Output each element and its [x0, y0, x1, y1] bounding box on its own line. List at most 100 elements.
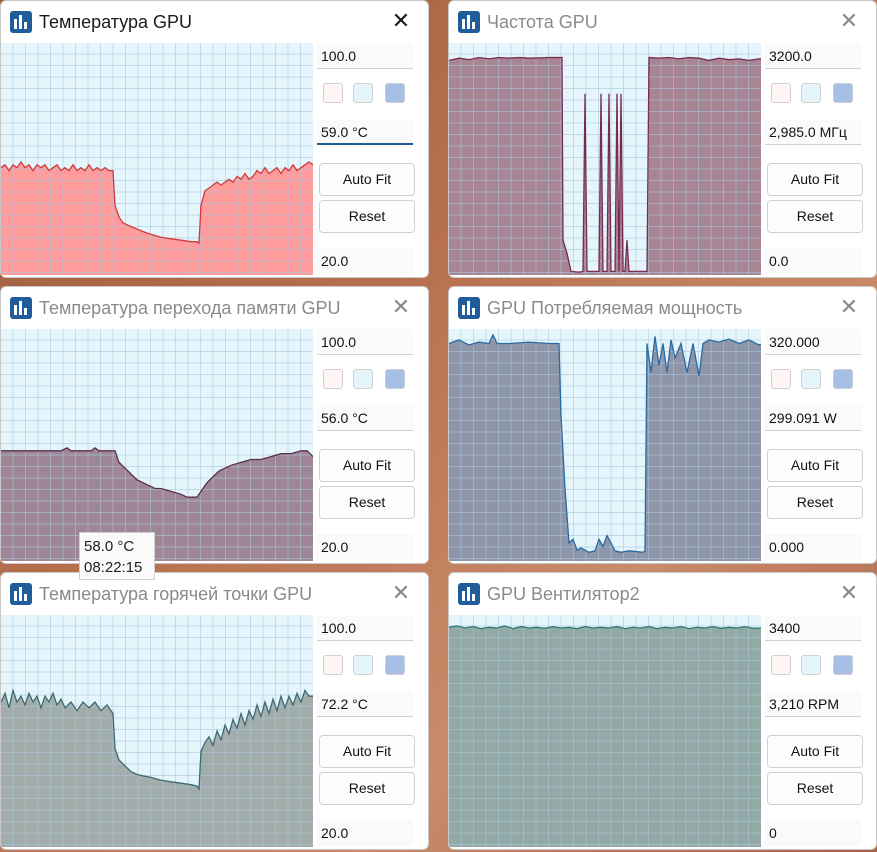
max-value-field[interactable]: 3200.0 — [765, 43, 861, 69]
series-area — [1, 161, 313, 275]
window-title: GPU Потребляемая мощность — [487, 298, 743, 318]
graph-plot[interactable] — [449, 615, 762, 847]
series-area — [449, 334, 761, 561]
title-bar[interactable]: GPU Потребляемая мощность ✕ — [449, 287, 876, 329]
series-line — [449, 333, 762, 553]
swatch-line-color[interactable] — [323, 655, 343, 675]
tooltip-value: 58.0 °C — [84, 538, 135, 555]
auto-fit-button[interactable]: Auto Fit — [767, 735, 863, 768]
series-area — [449, 625, 761, 847]
max-value-field[interactable]: 100.0 — [317, 43, 413, 69]
auto-fit-button[interactable]: Auto Fit — [319, 449, 415, 482]
close-icon[interactable]: ✕ — [391, 8, 411, 33]
close-icon[interactable]: ✕ — [839, 8, 859, 33]
min-value-field[interactable]: 20.0 — [317, 248, 413, 274]
reset-button[interactable]: Reset — [319, 200, 415, 233]
reset-button[interactable]: Reset — [767, 772, 863, 805]
graph-svg — [449, 43, 762, 275]
swatch-line-color[interactable] — [771, 655, 791, 675]
swatch-fill-color[interactable] — [385, 83, 405, 103]
graph-svg — [1, 329, 314, 561]
graph-plot[interactable] — [449, 329, 762, 561]
reset-button[interactable]: Reset — [319, 486, 415, 519]
swatch-line-color[interactable] — [771, 83, 791, 103]
current-value-field[interactable]: 59.0 °C — [317, 119, 413, 145]
min-value-field[interactable]: 0.0 — [765, 248, 861, 274]
graph-window[interactable]: GPU Вентилятор2 ✕ 3400 3,210 RPM Auto Fi… — [448, 572, 877, 850]
title-bar[interactable]: Частота GPU ✕ — [449, 1, 876, 43]
auto-fit-button[interactable]: Auto Fit — [319, 163, 415, 196]
current-value-field[interactable]: 72.2 °C — [317, 691, 413, 717]
current-value-field[interactable]: 3,210 RPM — [765, 691, 861, 717]
graph-grid — [449, 43, 761, 275]
reset-button[interactable]: Reset — [319, 772, 415, 805]
swatch-background-color[interactable] — [801, 369, 821, 389]
swatch-background-color[interactable] — [353, 655, 373, 675]
graph-grid — [1, 43, 313, 275]
series-line — [1, 688, 313, 791]
min-value-field[interactable]: 0 — [765, 820, 861, 846]
title-bar[interactable]: Температура GPU ✕ — [1, 1, 428, 43]
graph-controls: 3200.0 2,985.0 МГц Auto Fit Reset 0.0 — [765, 43, 865, 275]
swatch-line-color[interactable] — [323, 83, 343, 103]
max-value-field[interactable]: 100.0 — [317, 329, 413, 355]
current-value-field[interactable]: 2,985.0 МГц — [765, 119, 861, 145]
current-value-field[interactable]: 56.0 °C — [317, 405, 413, 431]
current-value-field[interactable]: 299.091 W — [765, 405, 861, 431]
tooltip-time: 08:22:15 — [84, 559, 143, 576]
close-icon[interactable]: ✕ — [839, 580, 859, 605]
title-bar[interactable]: Температура перехода памяти GPU ✕ — [1, 287, 428, 329]
graph-plot[interactable] — [1, 43, 314, 275]
swatch-fill-color[interactable] — [385, 655, 405, 675]
app-icon — [458, 297, 480, 319]
app-icon — [10, 297, 32, 319]
max-value-field[interactable]: 100.0 — [317, 615, 413, 641]
graph-window[interactable]: Температура GPU ✕ 100.0 59.0 °C Auto Fit… — [0, 0, 429, 278]
graph-svg — [449, 615, 762, 847]
auto-fit-button[interactable]: Auto Fit — [767, 163, 863, 196]
app-icon — [10, 583, 32, 605]
min-value-field[interactable]: 0.000 — [765, 534, 861, 560]
graph-plot[interactable] — [1, 615, 313, 847]
graph-svg — [1, 615, 313, 847]
reset-button[interactable]: Reset — [767, 200, 863, 233]
series-area — [449, 57, 761, 275]
title-bar[interactable]: Температура горячей точки GPU ✕ — [1, 573, 428, 615]
graph-svg — [1, 43, 314, 275]
swatch-fill-color[interactable] — [385, 369, 405, 389]
title-bar[interactable]: GPU Вентилятор2 ✕ — [449, 573, 876, 615]
swatch-background-color[interactable] — [353, 369, 373, 389]
graph-plot[interactable] — [1, 329, 314, 561]
graph-grid — [1, 615, 313, 847]
series-line — [1, 447, 314, 498]
reset-button[interactable]: Reset — [767, 486, 863, 519]
auto-fit-button[interactable]: Auto Fit — [767, 449, 863, 482]
graph-controls: 3400 3,210 RPM Auto Fit Reset 0 — [765, 615, 865, 847]
series-line — [1, 160, 314, 245]
swatch-background-color[interactable] — [353, 83, 373, 103]
graph-window[interactable]: Температура горячей точки GPU ✕ 100.0 72… — [0, 572, 429, 850]
swatch-background-color[interactable] — [801, 655, 821, 675]
graph-window[interactable]: GPU Потребляемая мощность ✕ 320.000 299.… — [448, 286, 877, 564]
max-value-field[interactable]: 3400 — [765, 615, 861, 641]
window-title: Температура горячей точки GPU — [39, 584, 313, 604]
swatch-fill-color[interactable] — [833, 83, 853, 103]
series-line — [449, 625, 762, 630]
max-value-field[interactable]: 320.000 — [765, 329, 861, 355]
min-value-field[interactable]: 20.0 — [317, 534, 413, 560]
swatch-fill-color[interactable] — [833, 655, 853, 675]
auto-fit-button[interactable]: Auto Fit — [319, 735, 415, 768]
graph-window[interactable]: Частота GPU ✕ 3200.0 2,985.0 МГц Auto Fi… — [448, 0, 877, 278]
close-icon[interactable]: ✕ — [391, 294, 411, 319]
graph-plot[interactable] — [449, 43, 762, 275]
graph-svg — [449, 329, 762, 561]
graph-window[interactable]: Температура перехода памяти GPU ✕ 100.0 … — [0, 286, 429, 564]
close-icon[interactable]: ✕ — [839, 294, 859, 319]
close-icon[interactable]: ✕ — [391, 580, 411, 605]
swatch-line-color[interactable] — [323, 369, 343, 389]
swatch-line-color[interactable] — [771, 369, 791, 389]
swatch-fill-color[interactable] — [833, 369, 853, 389]
min-value-field[interactable]: 20.0 — [317, 820, 413, 846]
swatch-background-color[interactable] — [801, 83, 821, 103]
hover-tooltip: 58.0 °C 08:22:15 — [79, 532, 155, 580]
